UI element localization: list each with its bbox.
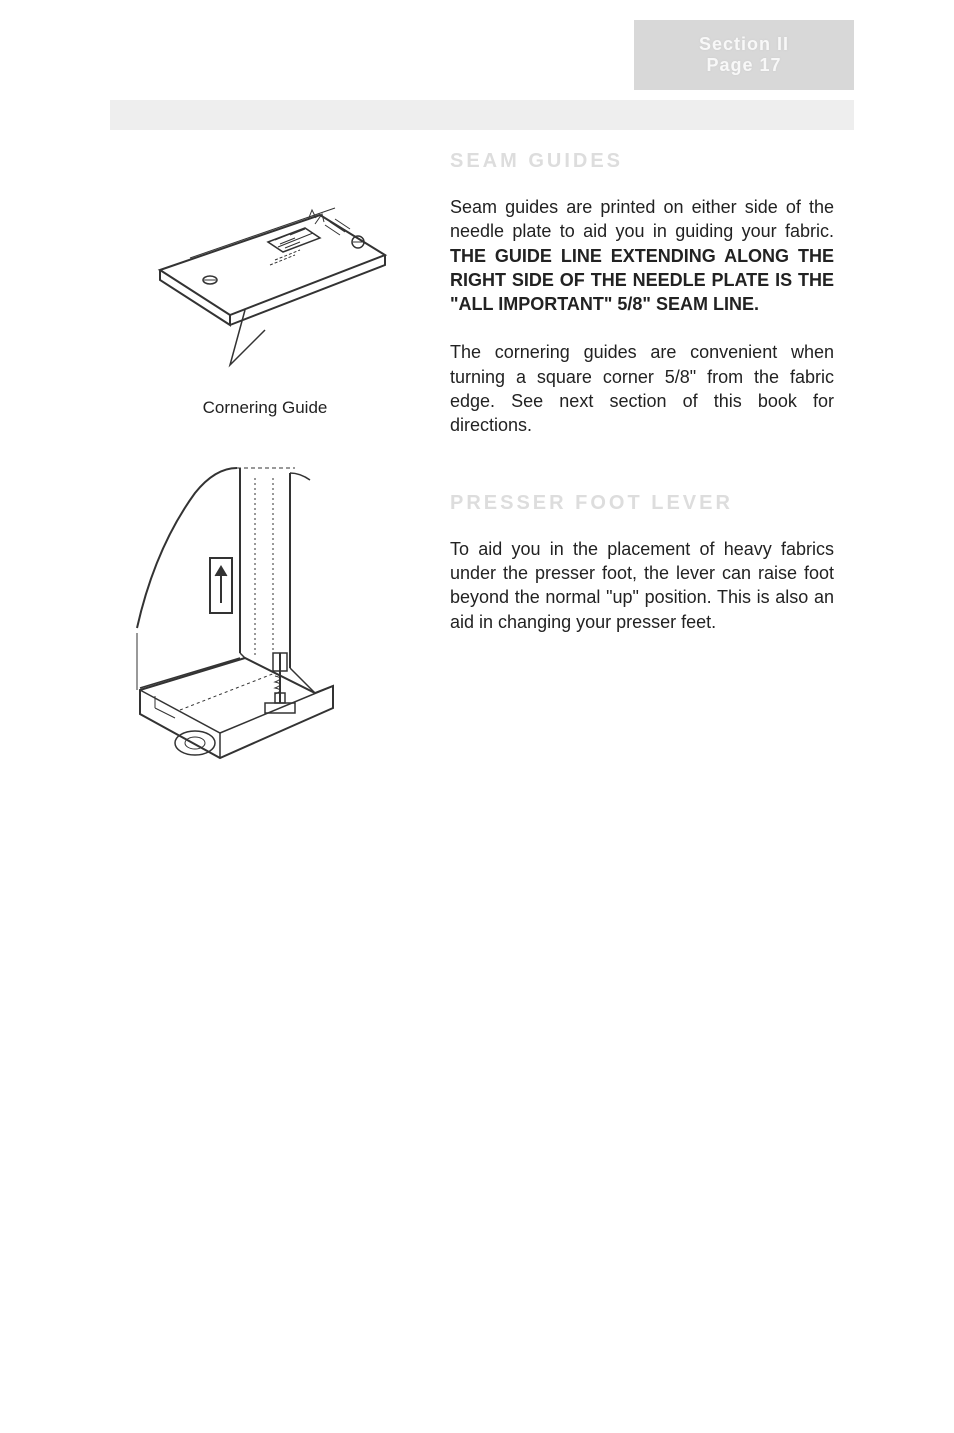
cornering-guide-caption: Cornering Guide <box>203 398 328 418</box>
left-column: Cornering Guide <box>110 150 420 818</box>
heading-seam-guides: SEAM GUIDES <box>450 150 834 173</box>
header-page-label: Page 17 <box>706 55 781 76</box>
cornering-guide-illustration <box>130 150 400 390</box>
presser-foot-lever-paragraph: To aid you in the placement of heavy fab… <box>450 537 834 634</box>
right-column: SEAM GUIDES Seam guides are printed on e… <box>450 150 834 818</box>
figure-presser-foot-lever <box>110 458 420 778</box>
seam-guides-paragraph-2: The cornering guides are convenient when… <box>450 340 834 437</box>
seam-guides-p1-bold: THE GUIDE LINE EXTENDING ALONG THE RIGHT… <box>450 246 834 315</box>
figure-cornering-guide: Cornering Guide <box>110 150 420 418</box>
seam-guides-paragraph-1: Seam guides are printed on either side o… <box>450 195 834 316</box>
seam-guides-p1-pre: Seam guides are printed on either side o… <box>450 197 834 241</box>
header-tab: Section II Page 17 <box>634 20 854 90</box>
presser-foot-lever-illustration <box>125 458 405 778</box>
heading-presser-foot-lever: PRESSER FOOT LEVER <box>450 492 834 515</box>
header-section-label: Section II <box>699 34 789 55</box>
header-stripe <box>110 100 854 130</box>
